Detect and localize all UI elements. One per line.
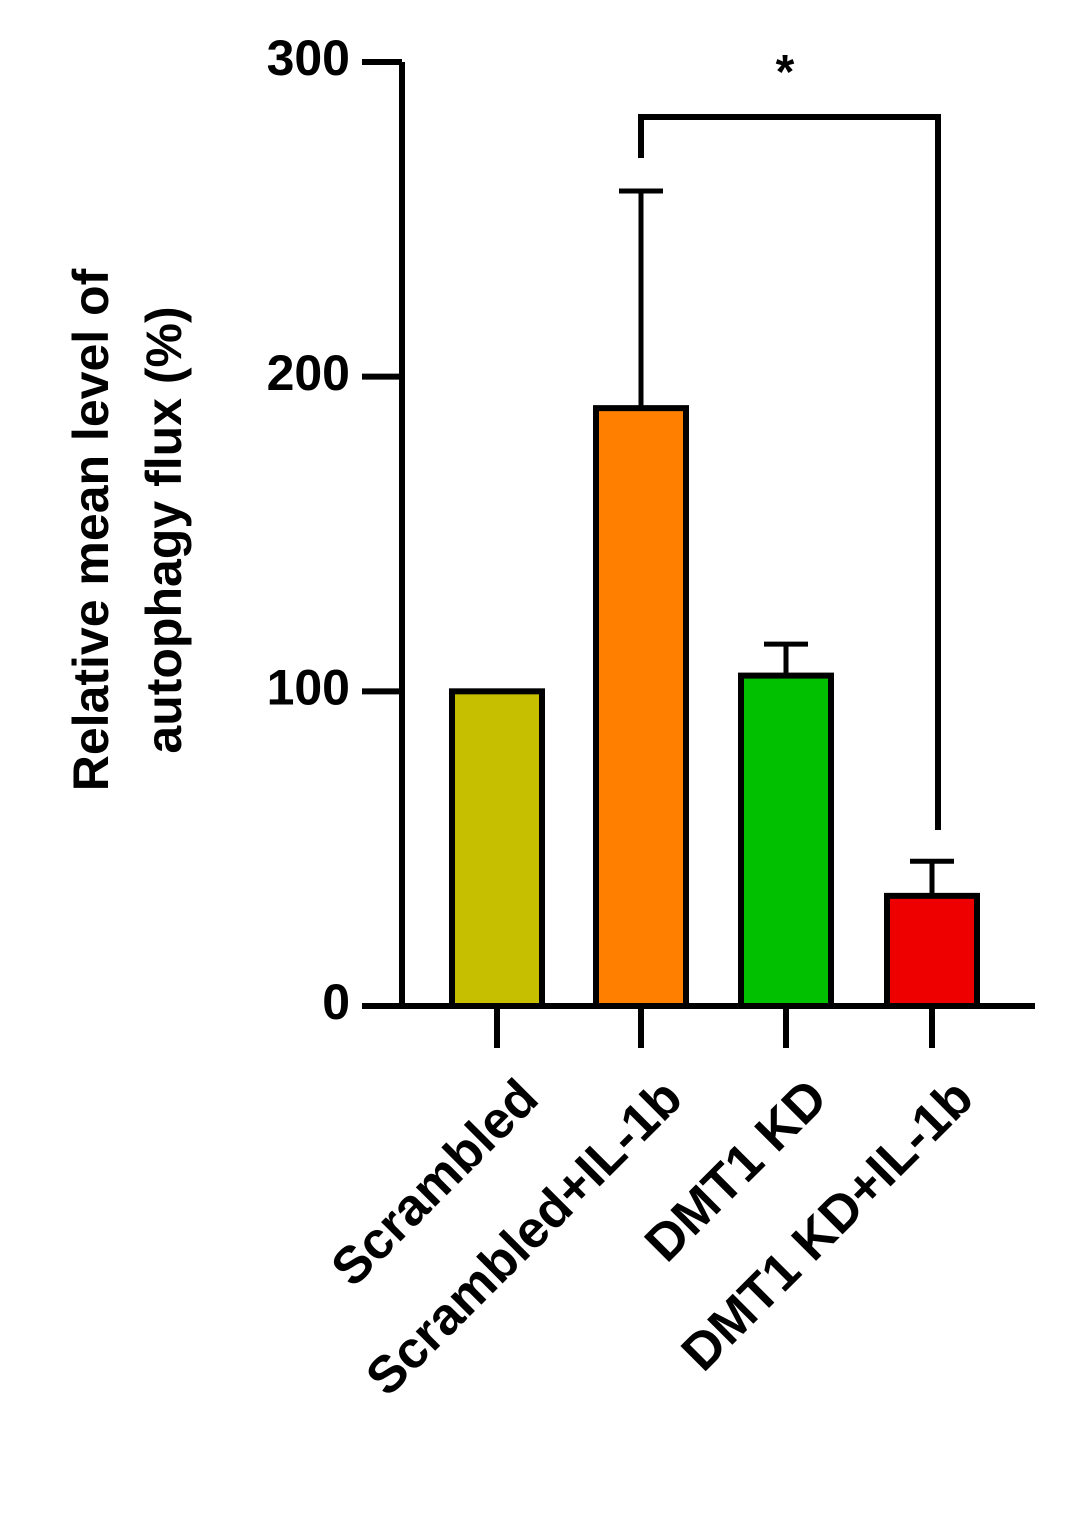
y-tick-label: 100	[267, 660, 350, 716]
y-axis-label-line: Relative mean level of	[63, 268, 119, 791]
bar	[449, 688, 545, 1009]
y-axis-label: Relative mean level of autophagy flux (%…	[63, 268, 192, 791]
bar	[593, 405, 689, 1009]
y-tick-label: 0	[322, 974, 350, 1030]
y-tick-label: 300	[267, 30, 350, 86]
significance-label: *	[776, 46, 795, 99]
error-bar	[764, 641, 808, 676]
bar	[884, 892, 980, 1009]
bar	[738, 672, 834, 1009]
y-axis-label-line: autophagy flux (%)	[136, 306, 192, 753]
error-bar	[619, 188, 663, 409]
y-tick-label: 200	[267, 345, 350, 401]
error-bar	[910, 858, 954, 896]
significance-bracket	[638, 114, 941, 830]
